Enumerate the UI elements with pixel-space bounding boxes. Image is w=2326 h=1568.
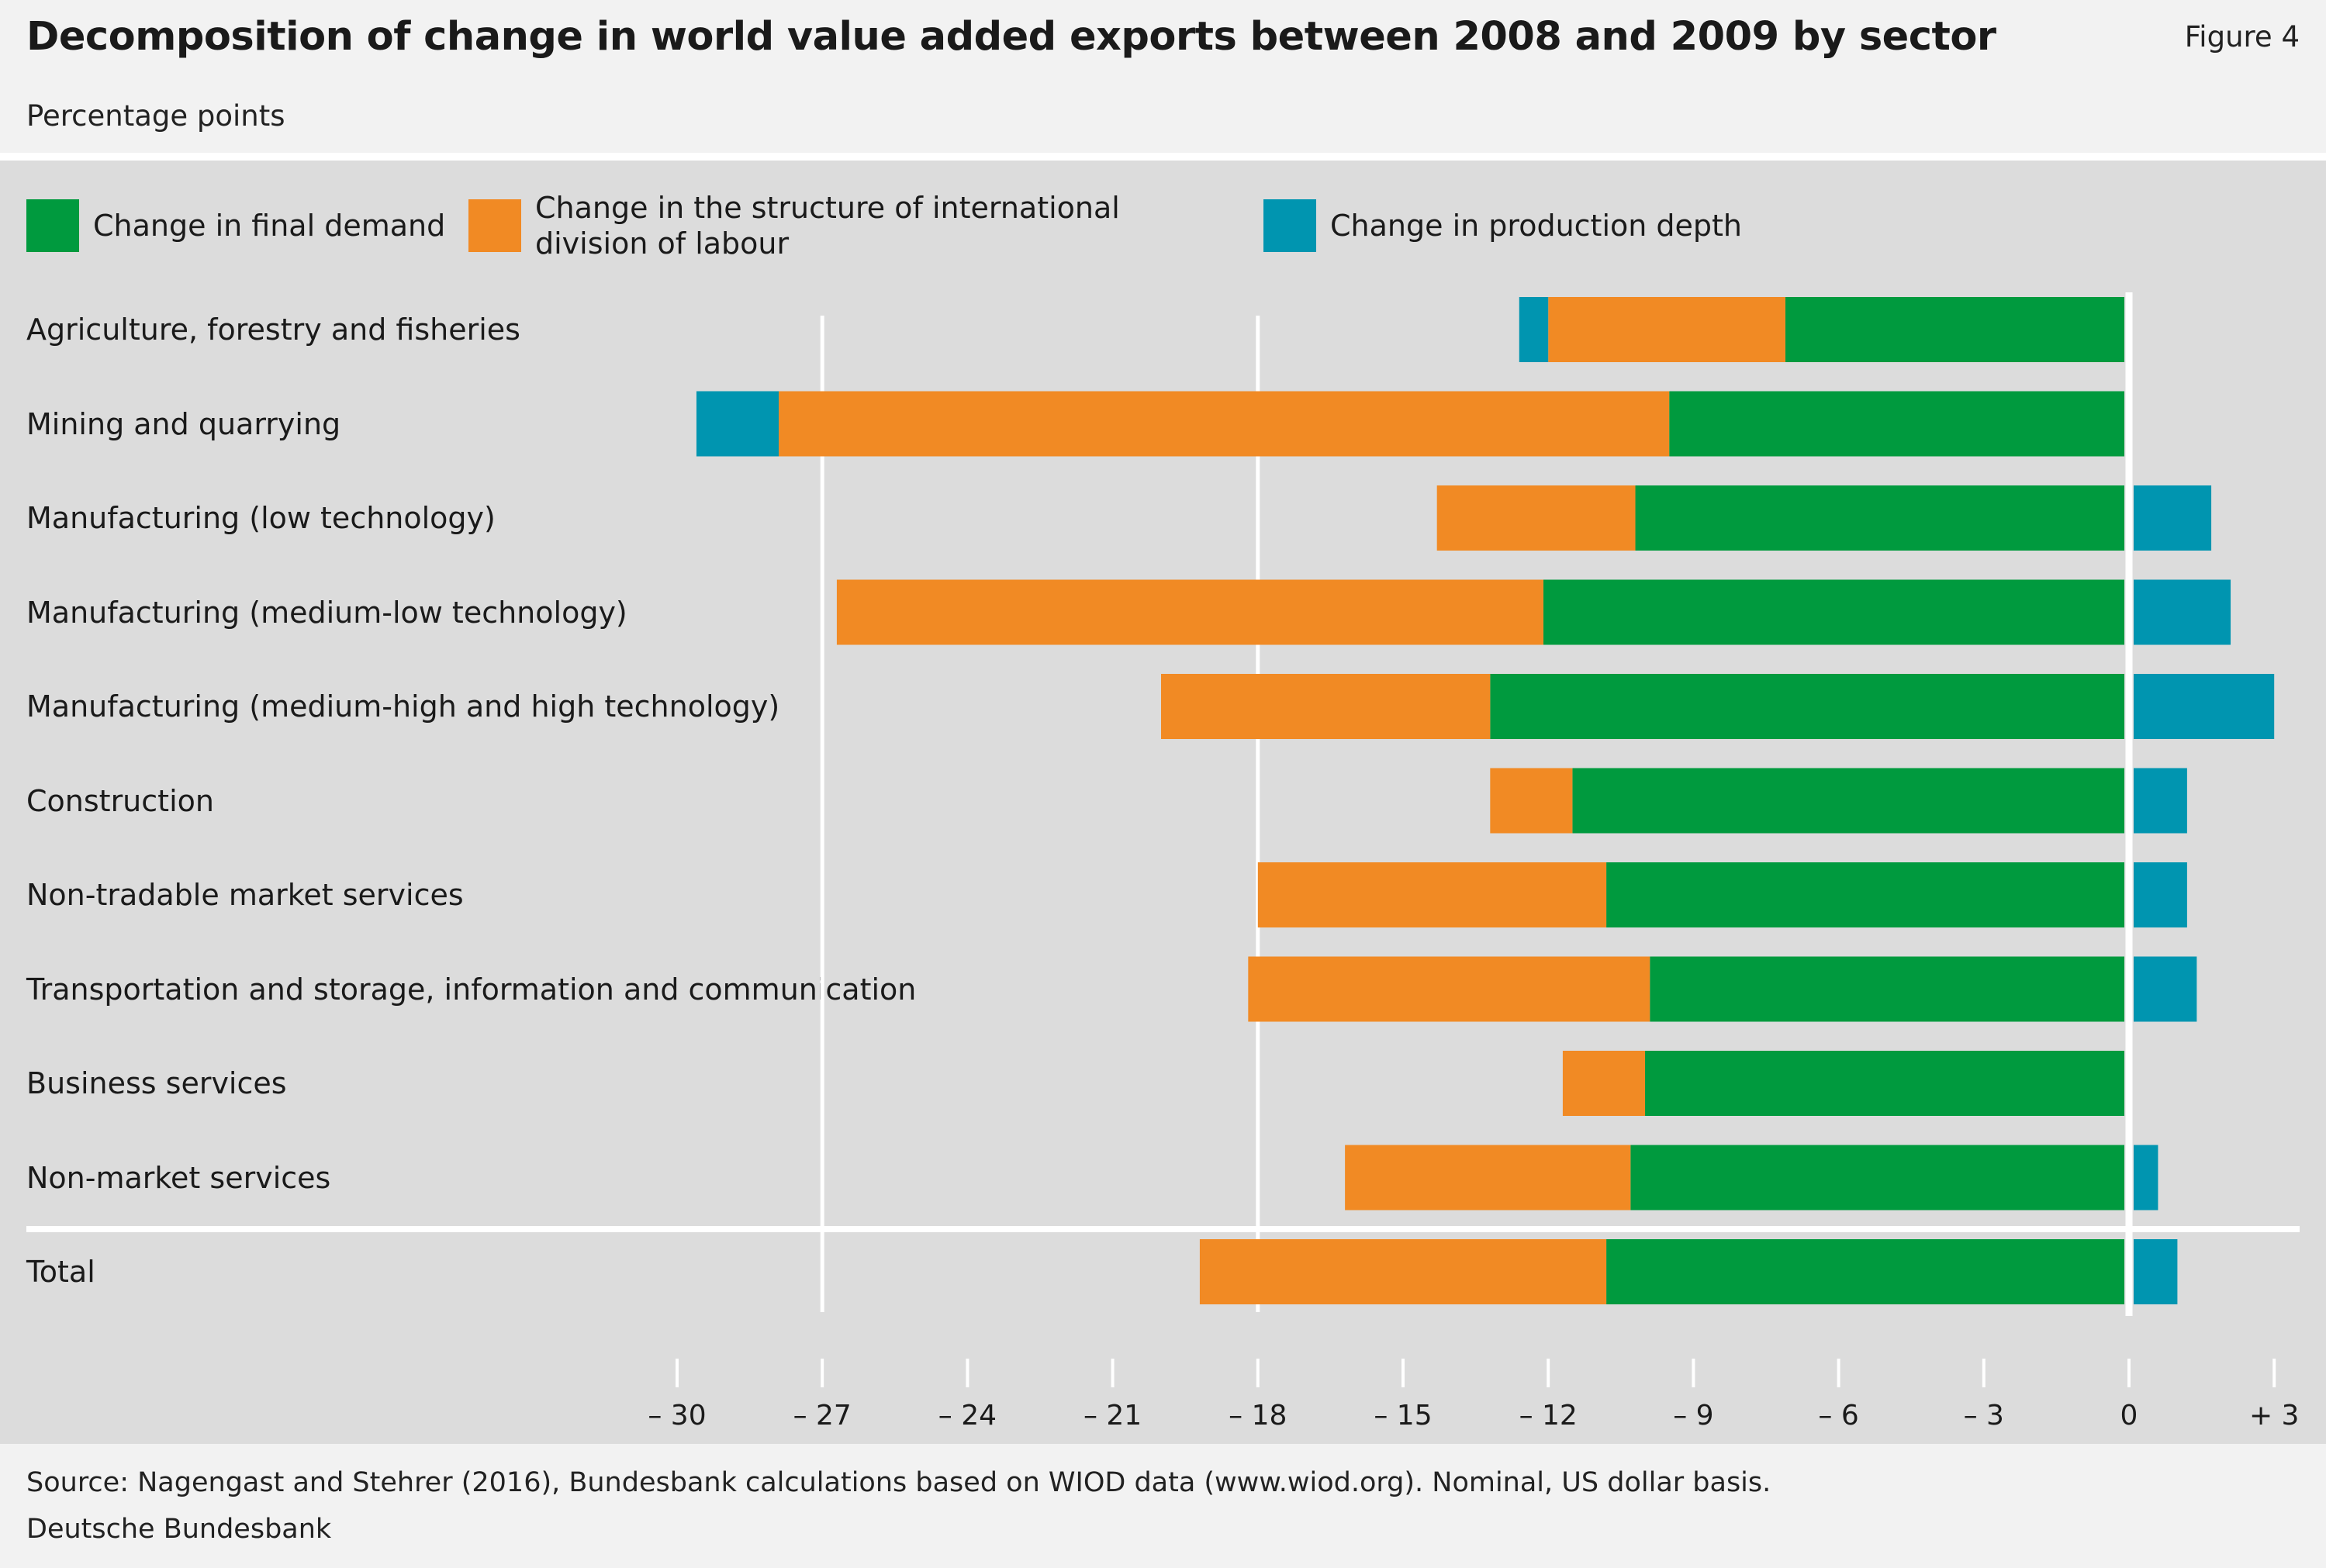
legend-swatch-structure — [468, 199, 521, 252]
bar-final-demand — [1669, 391, 2124, 457]
chart-footer: Source: Nagengast and Stehrer (2016), Bu… — [0, 1444, 2326, 1568]
bar-structure — [779, 391, 1670, 457]
bar-final-demand — [1606, 862, 2124, 927]
bar-final-demand — [1572, 768, 2124, 834]
bar-final-demand — [1543, 579, 2124, 645]
category-label: Business services — [26, 1066, 287, 1100]
x-tick-label: – 9 — [1673, 1400, 1713, 1432]
publisher: Deutsche Bundesbank — [26, 1514, 332, 1545]
bar-structure — [836, 579, 1543, 645]
category-label: Mining and quarrying — [26, 406, 341, 441]
category-label: Manufacturing (low technology) — [26, 501, 496, 535]
x-tick-label: – 27 — [793, 1400, 852, 1432]
bar-structure — [1161, 674, 1491, 739]
bar-production-depth — [1519, 297, 1549, 362]
legend-swatch-final-demand — [26, 199, 79, 252]
category-label: Manufacturing (medium-low technology) — [26, 595, 627, 630]
bar-final-demand — [1785, 297, 2124, 362]
bar-structure — [1548, 297, 1785, 362]
x-tick-label: – 18 — [1229, 1400, 1287, 1432]
chart-header: Decomposition of change in world value a… — [0, 0, 2326, 151]
bar-structure — [1436, 485, 1636, 551]
legend-swatch-production-depth — [1263, 199, 1316, 252]
x-tick-label: – 24 — [938, 1400, 997, 1432]
x-tick-label: – 21 — [1084, 1400, 1142, 1432]
x-tick-label: – 30 — [648, 1400, 706, 1432]
bar-production-depth — [2134, 485, 2212, 551]
bar-production-depth — [2134, 674, 2275, 739]
x-tick-label: – 6 — [1818, 1400, 1858, 1432]
bar-chart: – 30– 27– 24– 21– 18– 15– 12– 9– 6– 3 0 + … — [26, 292, 2300, 1432]
x-tick-label: – 15 — [1374, 1400, 1432, 1432]
bar-production-depth — [2134, 579, 2231, 645]
bar-production-depth — [2134, 956, 2197, 1022]
bar-structure — [1345, 1145, 1631, 1211]
category-label: Manufacturing (medium-high and high tech… — [26, 689, 780, 724]
bar-final-demand — [1630, 1145, 2124, 1211]
bar-final-demand — [1645, 1051, 2124, 1116]
chart-subtitle: Percentage points — [26, 99, 285, 133]
source-note: Source: Nagengast and Stehrer (2016), Bu… — [26, 1467, 1771, 1498]
bar-structure — [1199, 1239, 1607, 1304]
chart-panel: Change in final demand Change in the str… — [0, 153, 2326, 1448]
category-label: Total — [26, 1255, 95, 1289]
x-tick-label: – 3 — [1964, 1400, 2004, 1432]
bar-production-depth — [2134, 1239, 2178, 1304]
legend-label-structure: Change in the structure of international… — [535, 191, 1120, 261]
category-label: Construction — [26, 783, 214, 818]
x-tick-label: – 12 — [1519, 1400, 1578, 1432]
x-tick-label: 0 — [2120, 1400, 2138, 1432]
category-label: Agriculture, forestry and fisheries — [26, 313, 520, 347]
x-tick-label: + 3 — [2249, 1400, 2300, 1432]
chart-title: Decomposition of change in world value a… — [26, 14, 1996, 60]
bar-production-depth — [2134, 768, 2187, 834]
legend-label-production-depth: Change in production depth — [1330, 209, 1743, 243]
figure-label: Figure 4 — [2184, 20, 2300, 54]
bar-final-demand — [1650, 956, 2124, 1022]
bar-structure — [1562, 1051, 1645, 1116]
bar-production-depth — [2134, 1145, 2158, 1211]
bar-production-depth — [2134, 862, 2187, 927]
category-label: Non-market services — [26, 1160, 331, 1195]
category-label: Transportation and storage, information … — [26, 972, 917, 1007]
bar-structure — [1257, 862, 1607, 927]
legend-label-final-demand: Change in final demand — [93, 209, 446, 243]
category-label: Non-tradable market services — [26, 878, 464, 912]
legend: Change in final demand Change in the str… — [0, 161, 2326, 269]
bar-structure — [1490, 768, 1573, 834]
bar-production-depth — [696, 391, 779, 457]
bar-final-demand — [1606, 1239, 2124, 1304]
bar-structure — [1248, 956, 1650, 1022]
bar-final-demand — [1635, 485, 2124, 551]
bar-final-demand — [1490, 674, 2124, 739]
